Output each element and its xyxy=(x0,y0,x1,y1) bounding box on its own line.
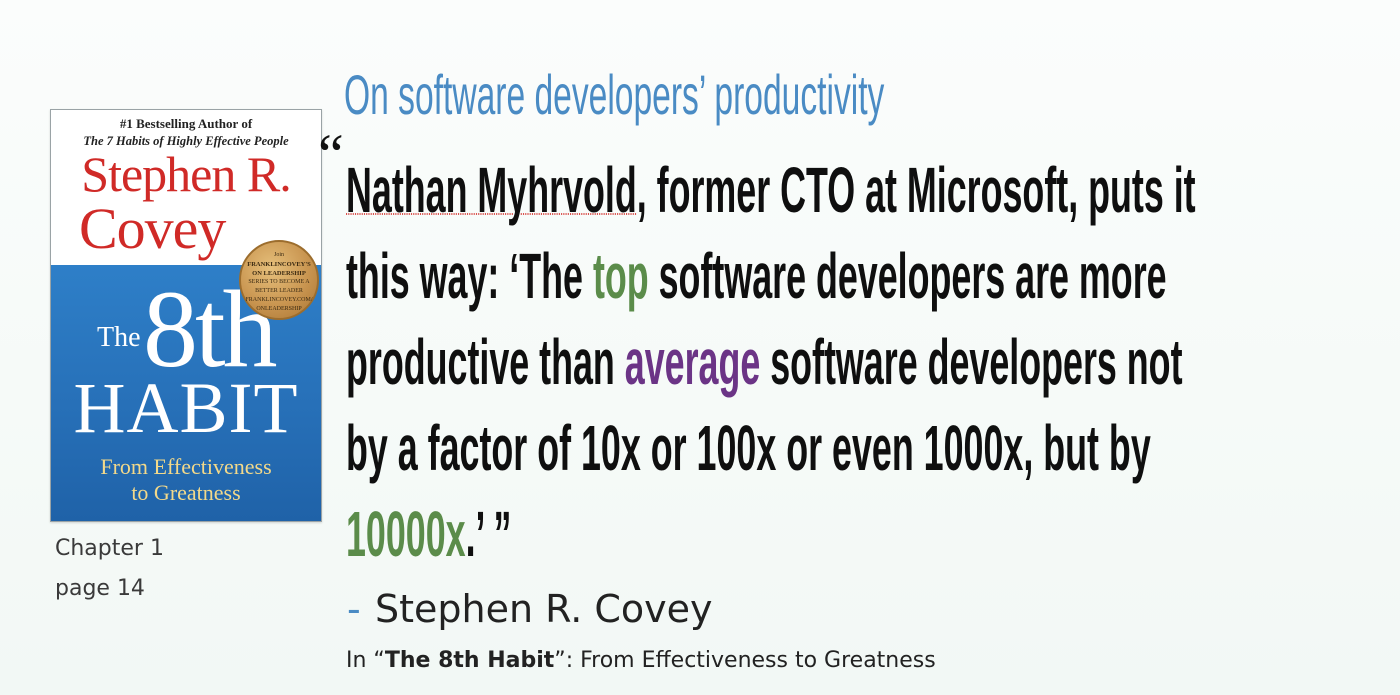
quote-text: software developers are more xyxy=(648,240,1167,312)
quote-line-4: by a factor of 10x or 100x or even 1000x… xyxy=(346,412,1151,484)
book-cover-image: #1 Bestselling Author of The 7 Habits of… xyxy=(50,109,322,522)
attribution-dash: - xyxy=(347,587,361,631)
open-quote-mark: “ xyxy=(318,122,344,187)
quote-line-2: this way: ‘The top software developers a… xyxy=(346,234,1167,318)
book-seal-badge: Join FRANKLINCOVEY'S ON LEADERSHIP SERIE… xyxy=(239,240,319,320)
quote-highlight-top: top xyxy=(592,240,649,312)
seal-line: ON LEADERSHIP xyxy=(252,270,306,277)
seal-line: Join xyxy=(273,252,284,258)
book-habit-word: HABIT xyxy=(73,368,299,448)
quote-text: software developers not xyxy=(760,326,1183,398)
seal-line: ONLEADERSHIP xyxy=(256,306,302,312)
seal-line: SERIES TO BECOME A xyxy=(248,279,310,285)
quote-text: .’ ” xyxy=(465,498,512,570)
source-book-title: The 8th Habit xyxy=(384,648,555,673)
seal-line: FRANKLINCOVEY.COM/ xyxy=(245,297,313,303)
quote-person-name: Nathan Myhrvold xyxy=(346,154,637,226)
quote-highlight-10000x: 10000x xyxy=(346,498,466,570)
book-author-first: Stephen R. xyxy=(81,146,291,202)
chapter-label: Chapter 1 xyxy=(55,536,164,561)
quote-text: , former CTO at Microsoft, puts it xyxy=(636,154,1196,226)
book-the-word: The xyxy=(97,322,141,353)
source-prefix: In “ xyxy=(346,648,385,673)
book-subtitle-2: to Greatness xyxy=(131,480,241,505)
quote-text: productive than xyxy=(346,326,625,398)
quote-line-3: productive than average software develop… xyxy=(346,320,1183,404)
slide-title: On software developers’ productivity xyxy=(344,63,885,126)
quote-text: this way: ‘The xyxy=(346,240,593,312)
book-bestseller-line: #1 Bestselling Author of xyxy=(119,116,253,131)
page-label: page 14 xyxy=(55,576,145,601)
quote-highlight-average: average xyxy=(624,326,761,398)
quote-line-5: 10000x.’ ” xyxy=(346,492,511,576)
quote-line-1: Nathan Myhrvold, former CTO at Microsoft… xyxy=(346,148,1196,232)
book-subtitle-1: From Effectiveness xyxy=(100,454,272,479)
book-habits-line: The 7 Habits of Highly Effective People xyxy=(83,134,289,148)
book-cover-top xyxy=(51,110,321,265)
seal-line: BETTER LEADER xyxy=(255,288,303,294)
source-suffix: ”: From Effectiveness to Greatness xyxy=(554,648,936,673)
attribution-name: Stephen R. Covey xyxy=(375,587,713,631)
seal-line: FRANKLINCOVEY'S xyxy=(247,261,311,268)
book-author-last: Covey xyxy=(79,196,226,261)
source-line: In “The 8th Habit”: From Effectiveness t… xyxy=(346,646,936,676)
